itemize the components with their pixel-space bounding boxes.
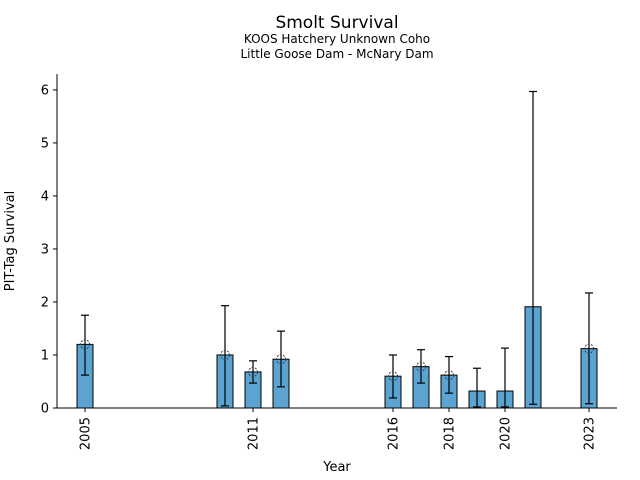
point-marker-2010 bbox=[220, 349, 230, 360]
x-axis-label: Year bbox=[322, 460, 351, 475]
y-tick-label: 4 bbox=[41, 189, 49, 204]
x-tick-label: 2023 bbox=[582, 417, 597, 450]
point-marker-2023 bbox=[584, 343, 594, 354]
y-axis-label: PIT-Tag Survival bbox=[3, 191, 18, 291]
x-tick-label: 2016 bbox=[386, 417, 401, 450]
x-tick-label: 2020 bbox=[498, 417, 513, 450]
x-tick-label: 2018 bbox=[442, 417, 457, 450]
y-tick-label: 1 bbox=[41, 348, 49, 363]
x-tick-label: 2005 bbox=[78, 417, 93, 450]
y-tick-label: 5 bbox=[41, 136, 49, 151]
point-marker-2017 bbox=[416, 361, 426, 372]
y-tick-label: 2 bbox=[41, 295, 49, 310]
point-marker-2011 bbox=[248, 366, 258, 377]
point-marker-2016 bbox=[388, 371, 398, 382]
chart-title: Smolt Survival bbox=[275, 13, 398, 33]
point-marker-2012 bbox=[276, 354, 286, 365]
y-tick-label: 6 bbox=[41, 83, 49, 98]
chart-subtitle-reach: Little Goose Dam - McNary Dam bbox=[240, 47, 433, 61]
plot-area: 0 1 2 3 4 5 6 2005 2011 2016 2018 2020 2023 bbox=[41, 74, 617, 450]
point-marker-2005 bbox=[80, 339, 90, 350]
chart-subtitle-hatchery: KOOS Hatchery Unknown Coho bbox=[244, 32, 430, 46]
y-tick-label: 3 bbox=[41, 242, 49, 257]
x-tick-label: 2011 bbox=[246, 417, 261, 450]
point-marker-2018 bbox=[444, 370, 454, 381]
y-tick-label: 0 bbox=[41, 401, 49, 416]
